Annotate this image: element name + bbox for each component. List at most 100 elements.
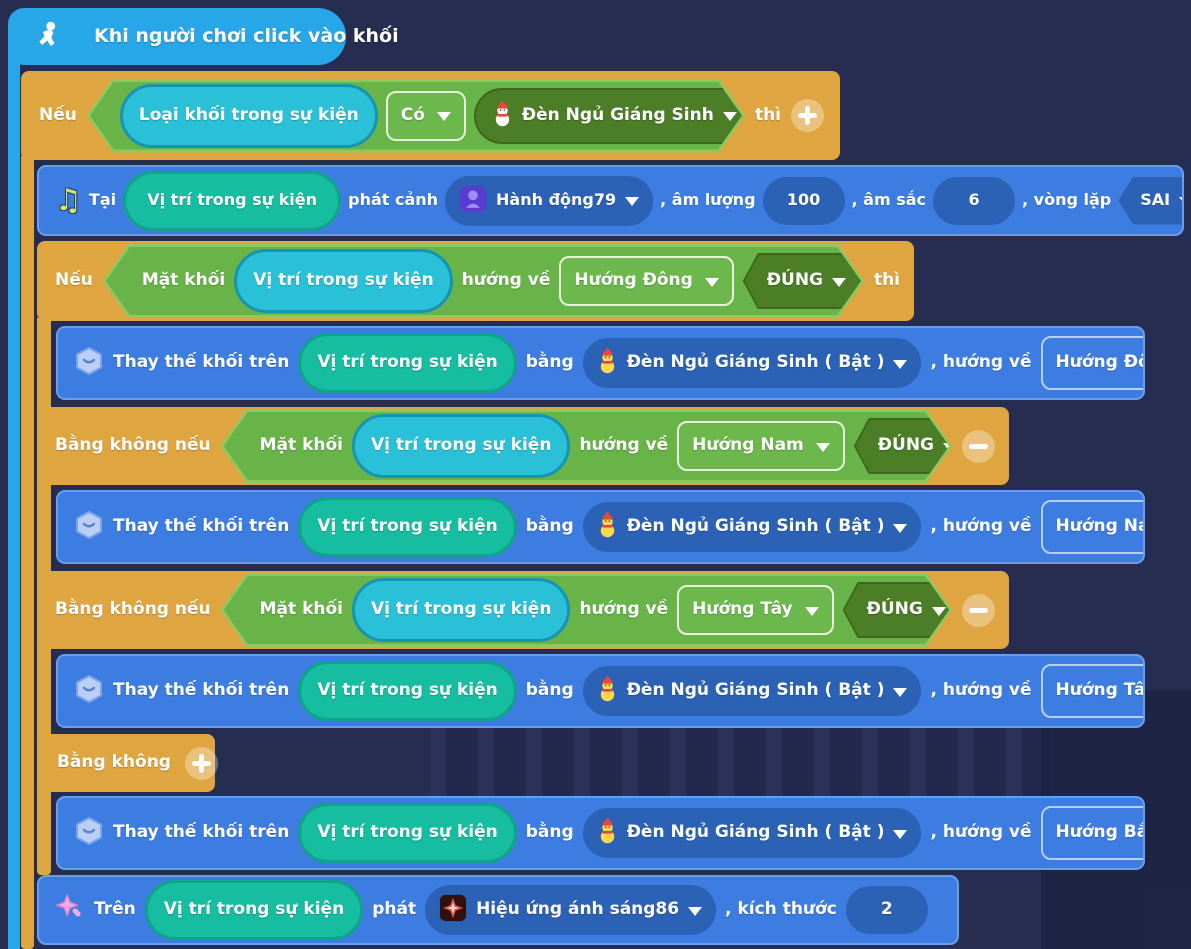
play-sound-block[interactable]: ♫ Tại Vị trí trong sự kiện phát cảnh Hàn… [37, 165, 1184, 236]
then-keyword: thì [873, 270, 900, 291]
music-note-icon: ♫ [55, 183, 82, 218]
event-block-spine[interactable] [8, 40, 20, 949]
snowman-lit-icon [597, 676, 618, 706]
with-label: bằng [525, 822, 574, 843]
direction-dropdown[interactable]: Hướng Tây [1040, 664, 1143, 718]
loop-label: , vòng lặp [1022, 190, 1112, 210]
dropdown-arrow-icon [1179, 197, 1184, 206]
dropdown-arrow-icon [688, 906, 703, 916]
dropdown-arrow-icon [816, 443, 830, 452]
position-reporter[interactable]: Vị trí trong sự kiện [352, 578, 570, 642]
with-label: bằng [525, 516, 574, 537]
block-name-dropdown[interactable]: Đèn Ngủ Giáng Sinh [474, 88, 742, 144]
face-label: Mặt khối [259, 599, 343, 620]
position-reporter[interactable]: Vị trí trong sự kiện [298, 497, 517, 557]
replace-label: Thay thế khối trên [113, 352, 290, 373]
snowman-lit-icon [597, 512, 618, 542]
position-reporter[interactable]: Vị trí trong sự kiện [234, 249, 452, 313]
facing-label: , hướng về [930, 822, 1032, 843]
direction-dropdown[interactable]: Hướng Đông [559, 256, 733, 306]
add-branch-button[interactable] [791, 99, 824, 132]
block-name-dropdown[interactable]: Đèn Ngủ Giáng Sinh ( Bật ) [582, 502, 922, 552]
remove-branch-button[interactable] [962, 593, 995, 627]
effect-dropdown[interactable]: Hiệu ứng ánh sáng86 [425, 885, 717, 935]
action-clip-icon [459, 185, 487, 217]
face-condition[interactable]: Mặt khối Vị trí trong sự kiện hướng về H… [103, 244, 864, 318]
position-reporter[interactable]: Vị trí trong sự kiện [298, 661, 517, 721]
replace-label: Thay thế khối trên [113, 822, 290, 843]
boolean-dropdown[interactable]: ĐÚNG [843, 582, 949, 638]
block-cube-icon [74, 816, 104, 850]
direction-dropdown[interactable]: Hướng Nam [1040, 500, 1143, 554]
background-scene-decor [430, 726, 1050, 804]
direction-dropdown[interactable]: Hướng Đông [1040, 336, 1143, 390]
face-condition[interactable]: Mặt khối Vị trí trong sự kiện hướng về H… [221, 573, 952, 647]
dropdown-arrow-icon [705, 278, 719, 287]
position-reporter[interactable]: Vị trí trong sự kiện [144, 880, 364, 940]
replace-block-row[interactable]: Thay thế khối trên Vị trí trong sự kiện … [56, 654, 1145, 728]
outer-if-block[interactable]: Nếu Loại khối trong sự kiện Có [21, 71, 840, 160]
event-block-type-reporter[interactable]: Loại khối trong sự kiện [120, 84, 378, 148]
dropdown-arrow-icon [943, 443, 949, 452]
replace-label: Thay thế khối trên [113, 516, 290, 537]
elseif-block[interactable]: Bằng không nếu Mặt khối Vị trí trong sự … [37, 407, 1009, 485]
boolean-dropdown[interactable]: ĐÚNG [743, 253, 861, 309]
dropdown-arrow-icon [893, 829, 908, 839]
loop-dropdown[interactable]: SAI [1118, 177, 1184, 225]
play-effect-block[interactable]: Trên Vị trí trong sự kiện phát Hiệu ứng … [37, 875, 959, 945]
at-label: Tại [88, 190, 117, 210]
elseif-keyword: Bằng không nếu [55, 435, 211, 456]
if-keyword: Nếu [55, 270, 93, 291]
dropdown-arrow-icon [893, 687, 908, 697]
event-hat-block[interactable]: Khi người chơi click vào khối [8, 8, 399, 65]
add-branch-button[interactable] [184, 746, 218, 780]
block-cube-icon [74, 346, 104, 380]
replace-block-row[interactable]: Thay thế khối trên Vị trí trong sự kiện … [56, 326, 1145, 400]
with-label: bằng [525, 352, 574, 373]
timbre-label: , âm sắc [851, 190, 927, 210]
elseif-block[interactable]: Bằng không nếu Mặt khối Vị trí trong sự … [37, 571, 1009, 649]
then-keyword: thì [754, 104, 781, 125]
replace-label: Thay thế khối trên [113, 680, 290, 701]
facing-label: hướng về [579, 599, 669, 620]
direction-dropdown[interactable]: Hướng Bắc [1040, 806, 1143, 860]
player-icon [34, 20, 64, 54]
face-label: Mặt khối [141, 270, 226, 291]
if-keyword: Nếu [39, 104, 77, 125]
snowman-lit-icon [597, 818, 618, 848]
on-label: Trên [94, 899, 136, 920]
position-reporter[interactable]: Vị trí trong sự kiện [298, 803, 517, 863]
replace-block-row[interactable]: Thay thế khối trên Vị trí trong sự kiện … [56, 490, 1145, 564]
facing-label: , hướng về [930, 352, 1032, 373]
block-name-dropdown[interactable]: Đèn Ngủ Giáng Sinh ( Bật ) [582, 338, 922, 388]
outer-if-spine[interactable] [21, 156, 34, 949]
else-block[interactable]: Bằng không [37, 734, 218, 792]
position-reporter[interactable]: Vị trí trong sự kiện [123, 170, 342, 231]
outer-if-condition[interactable]: Loại khối trong sự kiện Có Đè [87, 79, 745, 153]
direction-dropdown[interactable]: Hướng Nam [677, 421, 845, 471]
face-condition[interactable]: Mặt khối Vị trí trong sự kiện hướng về H… [221, 409, 952, 483]
timbre-input[interactable]: 6 [933, 176, 1016, 225]
facing-label: hướng về [461, 270, 551, 291]
hat-block-label: Khi người chơi click vào khối [94, 24, 399, 47]
size-input[interactable]: 2 [845, 886, 928, 934]
operator-dropdown[interactable]: Có [386, 91, 466, 141]
position-reporter[interactable]: Vị trí trong sự kiện [298, 333, 517, 393]
remove-branch-button[interactable] [962, 429, 995, 463]
facing-label: , hướng về [930, 516, 1032, 537]
sound-dropdown[interactable]: Hành động79 [445, 175, 654, 226]
replace-block-row[interactable]: Thay thế khối trên Vị trí trong sự kiện … [56, 796, 1145, 870]
direction-dropdown[interactable]: Hướng Tây [677, 585, 833, 635]
volume-input[interactable]: 100 [762, 176, 845, 225]
dropdown-arrow-icon [625, 197, 640, 206]
size-label: , kích thước [725, 899, 837, 920]
with-label: bằng [525, 680, 574, 701]
facing-label: , hướng về [930, 680, 1032, 701]
block-name-dropdown[interactable]: Đèn Ngủ Giáng Sinh ( Bật ) [582, 808, 922, 858]
dropdown-arrow-icon [437, 112, 451, 121]
boolean-dropdown[interactable]: ĐÚNG [854, 418, 949, 474]
inner-if-block[interactable]: Nếu Mặt khối Vị trí trong sự kiện hướng … [37, 241, 914, 321]
position-reporter[interactable]: Vị trí trong sự kiện [352, 414, 570, 478]
block-name-dropdown[interactable]: Đèn Ngủ Giáng Sinh ( Bật ) [582, 666, 922, 716]
